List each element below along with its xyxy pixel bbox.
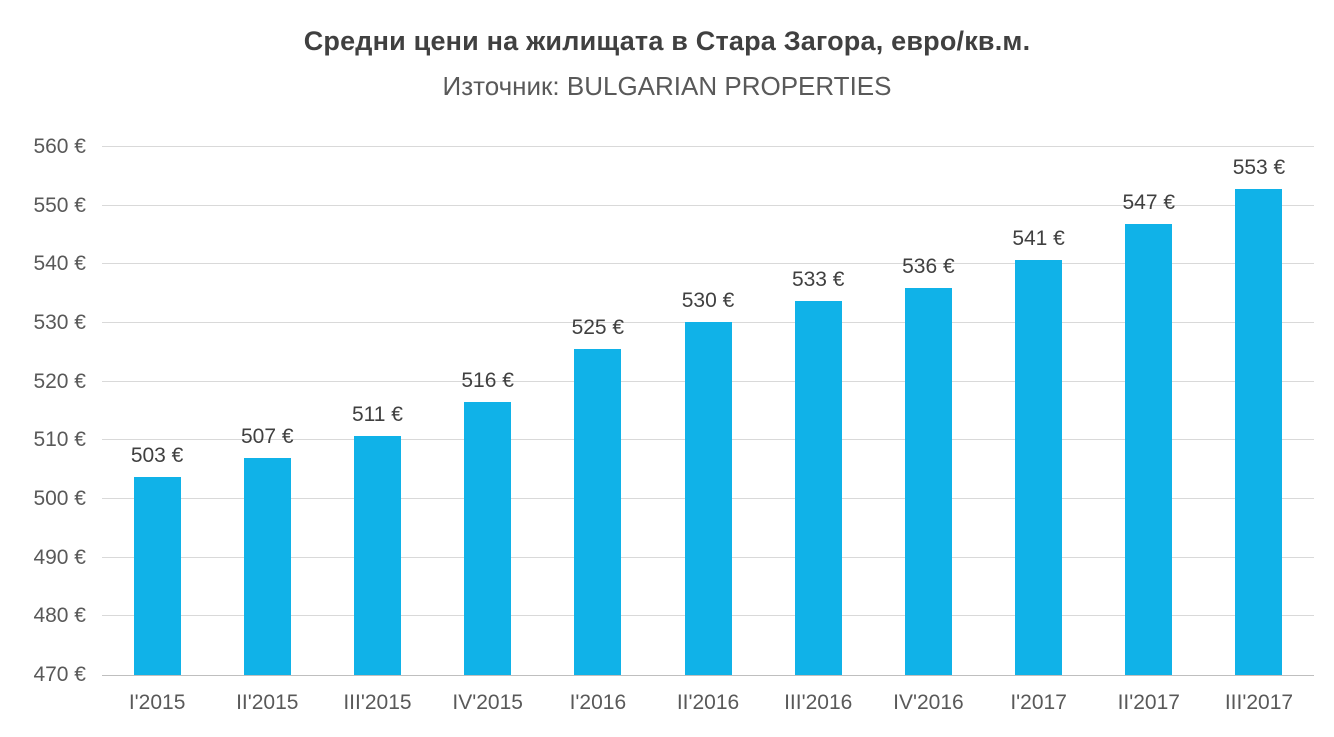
bar-II'2015: 507 €: [241, 425, 294, 675]
y-tick-label: 520 €: [33, 369, 86, 393]
bar-cell: 547 €: [1094, 147, 1204, 675]
x-tick-label: II'2017: [1117, 691, 1180, 714]
x-tick-label: I'2017: [1010, 691, 1067, 714]
bar-value-label: 525 €: [571, 316, 625, 340]
x-tick-label: II'2015: [236, 691, 299, 714]
y-tick-label: 470 €: [33, 663, 86, 686]
bar-II'2017: 547 €: [1123, 191, 1175, 675]
gridline: [102, 146, 1314, 147]
bar-IV'2016: 536 €: [902, 255, 955, 675]
y-tick-label: 540 €: [33, 252, 86, 276]
x-tick-label: III'2017: [1224, 691, 1294, 714]
y-axis: 470 € 480 € 490 € 500 € 510 € 520 € 530 € 540 €…: [0, 135, 86, 686]
x-axis: I'2015 II'2015 III'2015 IV'2015 I'2016 II'201…: [102, 691, 1314, 715]
bar-cell: 507 €: [212, 147, 322, 675]
bar-value-label: 547 €: [1122, 190, 1176, 214]
bar-value-label: 541 €: [1012, 226, 1065, 250]
x-tick-label: III'2015: [343, 691, 412, 714]
bar-I'2015: 503 €: [131, 444, 183, 675]
gridline: [102, 204, 1314, 206]
chart-subtitle: Източник: BULGARIAN PROPERTIES: [442, 71, 892, 101]
bar-cell: 536 €: [873, 147, 983, 675]
plot-area: 503 € 507 € 511 € 516 € 525 € 530 € 533 € 536 €…: [102, 146, 1314, 676]
y-tick-label: 500 €: [33, 487, 86, 510]
x-tick-label: I'2016: [569, 691, 627, 714]
bar-cell: 530 €: [653, 147, 763, 675]
y-tick-label: 490 €: [33, 545, 86, 569]
bar-I'2017: 541 €: [1012, 227, 1065, 675]
y-tick-label: 510 €: [33, 428, 86, 452]
bar-cell: 525 €: [543, 147, 653, 675]
x-tick-label: III'2016: [784, 691, 853, 714]
bar-value-label: 553 €: [1232, 155, 1286, 179]
y-tick-label: 530 €: [33, 311, 86, 334]
bar-value-label: 507 €: [241, 424, 294, 448]
y-tick-label: 480 €: [33, 604, 86, 628]
chart-title: Средни цени на жилищата в Стара Загора, …: [303, 26, 1031, 56]
bar-cell: 553 €: [1204, 147, 1314, 675]
bar-II'2016: 530 €: [682, 289, 734, 675]
y-tick-label: 550 €: [33, 193, 86, 217]
bar-IV'2015: 516 €: [461, 369, 514, 675]
bar-cell: 541 €: [984, 147, 1094, 675]
gridline: [102, 263, 1314, 265]
bar-III'2015: 511 €: [352, 403, 403, 675]
bar-I'2016: 525 €: [572, 316, 624, 675]
bar-value-label: 536 €: [902, 255, 955, 279]
bar-value-label: 511 €: [351, 402, 403, 426]
bar-cell: 533 €: [763, 147, 873, 675]
y-tick-label: 560 €: [33, 135, 86, 158]
bar-value-label: 530 €: [681, 288, 735, 312]
x-tick-label: IV'2015: [452, 691, 523, 714]
bar-cell: 511 €: [322, 147, 432, 675]
bar-value-label: 516 €: [461, 369, 514, 393]
bar-value-label: 503 €: [130, 444, 184, 468]
x-tick-label: II'2016: [676, 691, 740, 714]
bar-cell: 503 €: [102, 147, 212, 675]
bar-value-label: 533 €: [791, 268, 845, 292]
bars-layer: 503 € 507 € 511 € 516 € 525 € 530 € 533 € 536 €…: [102, 147, 1314, 675]
bar-III'2016: 533 €: [792, 268, 845, 675]
x-tick-label: IV'2016: [893, 691, 964, 714]
x-tick-label: I'2015: [128, 691, 186, 714]
bar-III'2017: 553 €: [1233, 156, 1285, 675]
bar-cell: 516 €: [433, 147, 543, 675]
